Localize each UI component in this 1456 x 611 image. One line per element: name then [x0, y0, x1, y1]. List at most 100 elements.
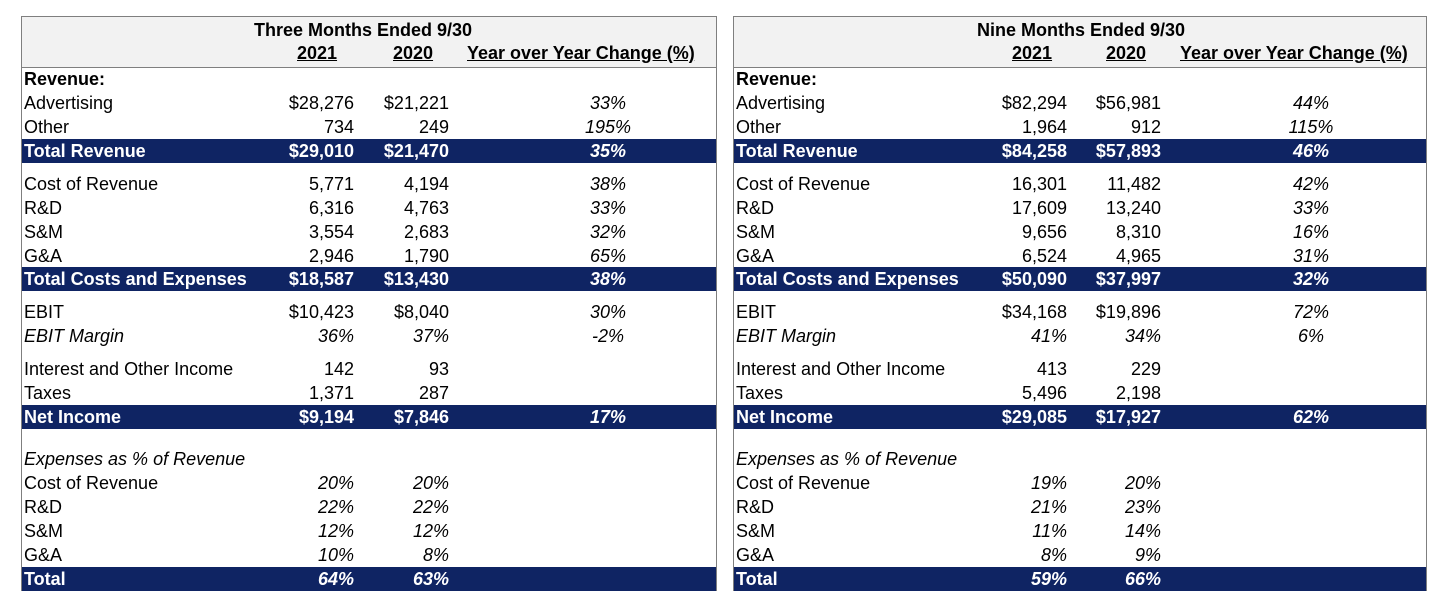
- value-yoy-change: 6%: [1297, 326, 1325, 346]
- value-2020: 2,683: [403, 222, 449, 242]
- snm-pct-row: S&M 12% 12%: [22, 519, 716, 543]
- row-label: Cost of Revenue: [736, 473, 871, 493]
- nine-months-table: Nine Months Ended 9/30 2021 2020 Year ov…: [733, 16, 1427, 591]
- value-2020: $17,927: [1095, 407, 1161, 427]
- taxes-row: Taxes 1,371 287: [22, 381, 716, 405]
- value-2020: 14%: [1124, 521, 1161, 541]
- total-pct-row: Total 59% 66%: [734, 567, 1426, 591]
- gna-row: G&A 2,946 1,790 65%: [22, 244, 716, 268]
- value-2021: $28,276: [288, 93, 354, 113]
- value-yoy-change: 44%: [1292, 93, 1330, 113]
- value-yoy-change: 65%: [589, 246, 627, 266]
- advertising-row: Advertising $82,294 $56,981 44%: [734, 91, 1426, 115]
- period-title: Nine Months Ended 9/30: [976, 20, 1186, 40]
- value-2020: 20%: [412, 473, 449, 493]
- value-2020: 8,310: [1115, 222, 1161, 242]
- value-2020: $21,221: [383, 93, 449, 113]
- value-yoy-change: 46%: [1292, 141, 1330, 161]
- snm-pct-row: S&M 11% 14%: [734, 519, 1426, 543]
- row-label: G&A: [24, 246, 63, 266]
- revenue-heading: Revenue:: [22, 67, 716, 91]
- value-2021: 64%: [317, 569, 354, 589]
- value-yoy-change: 30%: [589, 302, 627, 322]
- value-2020: 229: [1130, 359, 1161, 379]
- col-header-yoy-change: Year over Year Change (%): [467, 43, 695, 63]
- row-label: EBIT: [736, 302, 777, 322]
- value-2021: $29,085: [1001, 407, 1067, 427]
- col-header-2020: 2020: [1106, 43, 1147, 63]
- value-2020: 34%: [1124, 326, 1161, 346]
- gna-row: G&A 6,524 4,965 31%: [734, 244, 1426, 268]
- cost-of-revenue-pct-row: Cost of Revenue 20% 20%: [22, 471, 716, 495]
- row-label: EBIT Margin: [736, 326, 837, 346]
- value-yoy-change: 16%: [1292, 222, 1330, 242]
- value-yoy-change: 195%: [584, 117, 632, 137]
- value-2021: $29,010: [288, 141, 354, 161]
- col-header-yoy-change: Year over Year Change (%): [1180, 43, 1408, 63]
- row-label: S&M: [24, 521, 64, 541]
- value-yoy-change: 42%: [1292, 174, 1330, 194]
- row-label: S&M: [736, 222, 776, 242]
- value-2020: $13,430: [383, 269, 449, 289]
- value-2020: 93: [428, 359, 449, 379]
- value-2021: $18,587: [288, 269, 354, 289]
- total-revenue-row: Total Revenue $84,258 $57,893 46%: [734, 139, 1426, 163]
- row-label: S&M: [736, 521, 776, 541]
- row-label: Net Income: [736, 407, 834, 427]
- snm-row: S&M 3,554 2,683 32%: [22, 220, 716, 244]
- row-label: EBIT Margin: [24, 326, 125, 346]
- value-yoy-change: 32%: [1292, 269, 1330, 289]
- revenue-heading: Revenue:: [734, 67, 1426, 91]
- other-row: Other 734 249 195%: [22, 115, 716, 139]
- value-2021: 6,524: [1021, 246, 1067, 266]
- value-2021: 6,316: [308, 198, 354, 218]
- value-2020: 20%: [1124, 473, 1161, 493]
- value-2020: $56,981: [1095, 93, 1161, 113]
- rnd-pct-row: R&D 22% 22%: [22, 495, 716, 519]
- value-2020: 12%: [412, 521, 449, 541]
- row-label: Total: [736, 569, 778, 589]
- value-yoy-change: 35%: [589, 141, 627, 161]
- value-2021: 16,301: [1011, 174, 1067, 194]
- row-label: Taxes: [24, 383, 72, 403]
- other-row: Other 1,964 912 115%: [734, 115, 1426, 139]
- cost-of-revenue-row: Cost of Revenue 16,301 11,482 42%: [734, 172, 1426, 196]
- value-2020: 2,198: [1115, 383, 1161, 403]
- value-2020: $21,470: [383, 141, 449, 161]
- row-label: Revenue:: [24, 69, 106, 89]
- period-title: Three Months Ended 9/30: [253, 20, 473, 40]
- snm-row: S&M 9,656 8,310 16%: [734, 220, 1426, 244]
- gna-pct-row: G&A 10% 8%: [22, 543, 716, 567]
- cost-of-revenue-row: Cost of Revenue 5,771 4,194 38%: [22, 172, 716, 196]
- ebit-margin-row: EBIT Margin 36% 37% -2%: [22, 324, 716, 348]
- value-2021: 17,609: [1011, 198, 1067, 218]
- value-2020: 22%: [412, 497, 449, 517]
- value-2020: 287: [418, 383, 449, 403]
- rnd-row: R&D 6,316 4,763 33%: [22, 196, 716, 220]
- value-yoy-change: 38%: [589, 269, 627, 289]
- row-label: Interest and Other Income: [24, 359, 234, 379]
- row-label: Total Revenue: [24, 141, 146, 161]
- value-2021: $9,194: [298, 407, 354, 427]
- value-yoy-change: 33%: [1292, 198, 1330, 218]
- net-income-row: Net Income $29,085 $17,927 62%: [734, 405, 1426, 429]
- total-costs-row: Total Costs and Expenses $18,587 $13,430 38…: [22, 267, 716, 291]
- value-2021: 12%: [317, 521, 354, 541]
- row-label: Taxes: [736, 383, 784, 403]
- three-months-table: Three Months Ended 9/30 2021 2020 Year o…: [21, 16, 717, 591]
- expenses-pct-heading: Expenses as % of Revenue: [734, 447, 1426, 471]
- value-2021: $50,090: [1001, 269, 1067, 289]
- value-yoy-change: 33%: [589, 93, 627, 113]
- value-yoy-change: 72%: [1292, 302, 1330, 322]
- value-2020: 4,194: [403, 174, 449, 194]
- value-2021: 36%: [317, 326, 354, 346]
- row-label: Cost of Revenue: [24, 473, 159, 493]
- value-2021: 59%: [1030, 569, 1067, 589]
- row-label: Net Income: [24, 407, 122, 427]
- row-label: Total Costs and Expenses: [24, 269, 247, 289]
- interest-income-row: Interest and Other Income 142 93: [22, 357, 716, 381]
- value-2020: $7,846: [393, 407, 449, 427]
- value-2020: $37,997: [1095, 269, 1161, 289]
- row-label: Other: [24, 117, 70, 137]
- value-yoy-change: 62%: [1292, 407, 1330, 427]
